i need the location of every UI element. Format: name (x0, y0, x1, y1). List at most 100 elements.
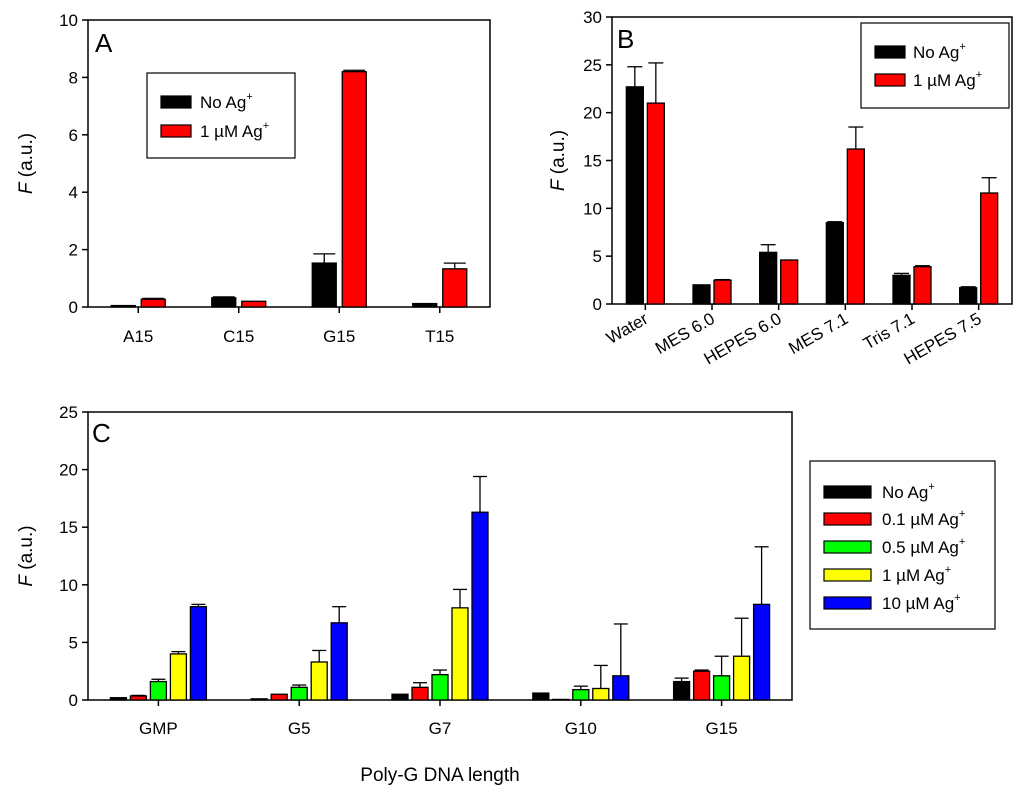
legend-swatch (874, 45, 906, 59)
x-tick-label-b: MES 7.1 (785, 309, 851, 358)
bar (572, 688, 590, 701)
legend-label-sup: + (959, 508, 965, 520)
legend-a: No Ag+1 µM Ag+ (146, 72, 296, 159)
legend-swatch (823, 512, 872, 526)
bar (471, 511, 489, 701)
legend-label: 0.1 µM Ag+ (882, 508, 965, 529)
bar (959, 287, 978, 305)
y-tick-label-b: 25 (583, 56, 602, 75)
x-tick-label-a: C15 (223, 327, 254, 346)
legend-box (146, 72, 296, 159)
bar (330, 622, 348, 701)
y-tick-label-a: 0 (69, 298, 78, 317)
y-axis-title-rest: (a.u.) (16, 133, 37, 183)
legend-label-sup: + (976, 69, 982, 81)
x-tick-label-c: G5 (288, 719, 311, 738)
bar (311, 262, 337, 308)
y-tick-label-b: 30 (583, 8, 602, 27)
bar (341, 71, 367, 308)
bar (412, 302, 438, 308)
bar (625, 86, 644, 305)
y-tick-label-a: 2 (69, 241, 78, 260)
bar (712, 675, 731, 701)
y-axis-title-c: F (a.u.) (16, 525, 37, 586)
bar (692, 284, 711, 305)
bar (552, 698, 570, 701)
legend-label-sup: + (263, 120, 269, 132)
bar (149, 680, 168, 701)
bar (980, 192, 999, 305)
bar (431, 674, 449, 701)
x-tick-label-b: Water (603, 309, 652, 348)
legend-label-main: No Ag (882, 483, 928, 502)
y-tick-label-c: 0 (69, 691, 78, 710)
legend-swatch (160, 124, 192, 138)
bar (250, 698, 268, 701)
legend-b: No Ag+1 µM Ag+ (860, 22, 1010, 109)
legend-label-sup: + (954, 592, 960, 604)
bar (189, 606, 208, 701)
bar (532, 692, 550, 701)
y-axis-title-a: F (a.u.) (16, 133, 37, 194)
legend-label-sup: + (246, 91, 252, 103)
x-tick-label-c: G15 (706, 719, 738, 738)
panel-label-c: C (92, 418, 111, 448)
bar (451, 607, 469, 701)
legend-label-sup: + (928, 481, 934, 493)
legend-label-main: 1 µM Ag (913, 71, 976, 90)
bar (825, 222, 844, 305)
bar (759, 251, 778, 305)
legend-swatch (823, 568, 872, 582)
y-tick-label-c: 15 (59, 518, 78, 537)
bar (110, 304, 136, 308)
bar (672, 680, 691, 701)
bar (612, 675, 630, 701)
x-tick-label-a: T15 (425, 327, 454, 346)
bar (846, 148, 865, 305)
legend-swatch (823, 596, 872, 610)
y-axis-title-rest: (a.u.) (548, 130, 569, 180)
bar (169, 653, 188, 701)
plot-frame-a (87, 19, 491, 308)
panel-c-chart: 0 5 10 15 20 25 F (a.u.) GMP G5 G7 G10 G15 Poly-G DN… (16, 403, 996, 786)
x-tick-label-c: G7 (429, 719, 452, 738)
x-tick-label-c: GMP (139, 719, 178, 738)
bar (442, 268, 468, 308)
bar (270, 693, 288, 701)
panel-label-b: B (617, 24, 634, 54)
y-tick-label-c: 10 (59, 576, 78, 595)
legend-label: 0.5 µM Ag+ (882, 536, 965, 557)
legend-c: No Ag+0.1 µM Ag+0.5 µM Ag+1 µM Ag+10 µM … (809, 460, 996, 630)
legend-label: 1 µM Ag+ (913, 69, 982, 90)
bar (391, 693, 409, 701)
legend-label-main: No Ag (200, 93, 246, 112)
legend-label: No Ag+ (913, 41, 966, 62)
y-axis-title-italic: F (16, 181, 37, 194)
legend-label-main: 10 µM Ag (882, 594, 954, 613)
legend-box (860, 22, 1010, 109)
bar (109, 697, 128, 701)
bar (129, 695, 148, 701)
y-tick-label-a: 8 (69, 68, 78, 87)
bar (241, 300, 267, 308)
bar (780, 259, 799, 305)
bar (913, 266, 932, 305)
y-tick-label-a: 4 (69, 183, 78, 202)
y-tick-label-a: 6 (69, 126, 78, 145)
y-tick-label-b: 10 (583, 199, 602, 218)
legend-label-sup: + (959, 41, 965, 53)
y-tick-label-a: 10 (59, 11, 78, 30)
y-tick-label-b: 20 (583, 104, 602, 123)
bar (892, 274, 911, 305)
legend-label-sup: + (959, 536, 965, 548)
x-tick-label-a: G15 (323, 327, 355, 346)
legend-label-main: 0.5 µM Ag (882, 538, 959, 557)
y-tick-label-c: 20 (59, 461, 78, 480)
legend-swatch (874, 73, 906, 87)
x-tick-label-a: A15 (123, 327, 153, 346)
y-axis-title-b: F (a.u.) (548, 130, 569, 191)
y-axis-title-italic: F (548, 178, 569, 191)
